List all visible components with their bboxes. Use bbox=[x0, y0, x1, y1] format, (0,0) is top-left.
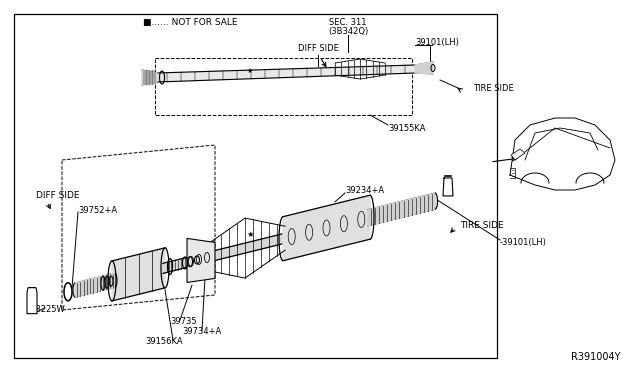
Text: DIFF SIDE: DIFF SIDE bbox=[298, 44, 339, 52]
Text: 39752+A: 39752+A bbox=[78, 205, 117, 215]
Polygon shape bbox=[157, 65, 415, 82]
Text: 39156KA: 39156KA bbox=[145, 337, 182, 346]
Text: SEC. 311: SEC. 311 bbox=[329, 17, 367, 26]
Polygon shape bbox=[187, 238, 215, 282]
Text: 39234+A: 39234+A bbox=[345, 186, 384, 195]
Text: 39734+A: 39734+A bbox=[182, 327, 221, 337]
Polygon shape bbox=[75, 273, 115, 297]
Text: TIRE SIDE: TIRE SIDE bbox=[473, 83, 514, 93]
Text: 39101(LH): 39101(LH) bbox=[415, 38, 459, 46]
Polygon shape bbox=[283, 195, 370, 261]
Text: 38225W: 38225W bbox=[30, 305, 65, 314]
Text: 39155KA: 39155KA bbox=[388, 124, 426, 132]
Polygon shape bbox=[443, 178, 453, 196]
Polygon shape bbox=[163, 219, 340, 273]
Polygon shape bbox=[142, 70, 157, 85]
Text: (3B342Q): (3B342Q) bbox=[328, 26, 368, 35]
Text: ■...... NOT FOR SALE: ■...... NOT FOR SALE bbox=[143, 17, 237, 26]
Text: -39101(LH): -39101(LH) bbox=[500, 237, 547, 247]
Text: ★: ★ bbox=[246, 230, 253, 239]
Text: ★: ★ bbox=[247, 68, 253, 74]
Polygon shape bbox=[415, 62, 433, 74]
Polygon shape bbox=[511, 149, 525, 160]
Polygon shape bbox=[368, 193, 435, 226]
Polygon shape bbox=[27, 288, 37, 314]
Text: TIRE SIDE: TIRE SIDE bbox=[460, 221, 504, 230]
Text: DIFF SIDE: DIFF SIDE bbox=[36, 190, 79, 199]
Text: 39735: 39735 bbox=[170, 317, 196, 327]
Text: R391004Y: R391004Y bbox=[570, 352, 620, 362]
Polygon shape bbox=[112, 248, 165, 301]
